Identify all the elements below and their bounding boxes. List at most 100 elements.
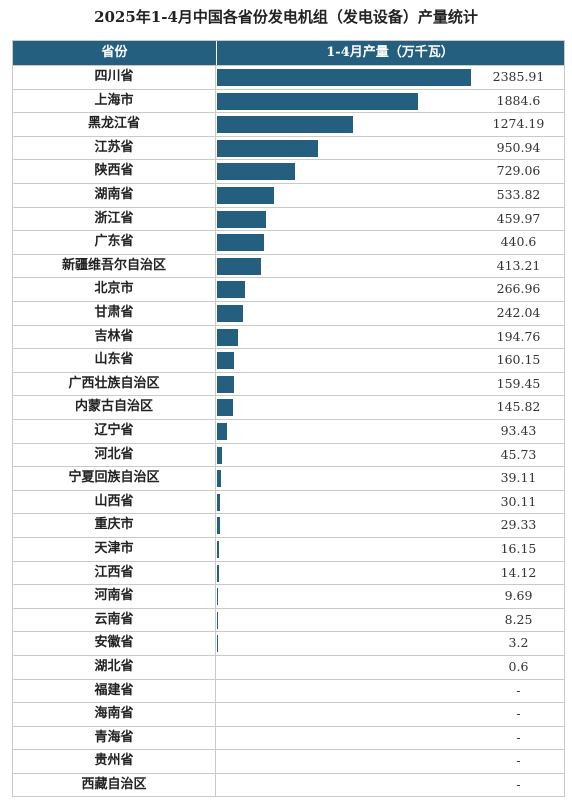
province-label: 海南省 xyxy=(13,703,216,726)
bar xyxy=(217,281,246,299)
province-label: 广东省 xyxy=(13,231,216,254)
value-label: 93.43 xyxy=(500,423,537,438)
table-row: 云南省 8.25 xyxy=(13,607,564,632)
value-label: 1884.6 xyxy=(496,92,541,108)
bar xyxy=(217,611,218,629)
table-row: 黑龙江省 1274.19 xyxy=(13,112,564,136)
bar xyxy=(217,210,266,228)
bar xyxy=(217,470,222,488)
value-label: 9.69 xyxy=(504,588,533,604)
value-label: - xyxy=(516,682,521,698)
table-row: 北京市 266.96 xyxy=(13,277,564,301)
table-row: 江苏省 950.94 xyxy=(13,135,564,160)
province-label: 湖北省 xyxy=(13,656,216,679)
value-label: 30.11 xyxy=(500,493,537,509)
value-label: 145.82 xyxy=(496,399,541,415)
table-row: 辽宁省 93.43 xyxy=(13,419,564,443)
value-label: 194.76 xyxy=(496,328,541,344)
bar xyxy=(217,305,243,322)
province-label: 上海市 xyxy=(13,89,216,113)
province-label: 云南省 xyxy=(13,608,216,632)
table-row: 湖南省 533.82 xyxy=(13,183,564,207)
province-label: 西藏自治区 xyxy=(13,774,216,797)
chart-title: 2025年1-4月中国各省份发电机组（发电设备）产量统计 xyxy=(94,8,478,26)
data-table: 省份 1-4月产量（万千瓦） 四川省 2385.91 上海市 1884.6 黑龙江省 12… xyxy=(12,40,565,797)
table-row: 吉林省 194.76 xyxy=(13,324,564,349)
province-label: 内蒙古自治区 xyxy=(13,396,216,419)
province-label: 贵州省 xyxy=(13,750,216,773)
bar xyxy=(217,588,219,606)
bar xyxy=(217,541,219,558)
province-label: 黑龙江省 xyxy=(13,113,216,136)
value-label: - xyxy=(516,753,521,769)
table-row: 上海市 1884.6 xyxy=(13,88,564,113)
value-label: 459.97 xyxy=(496,210,541,226)
province-label: 浙江省 xyxy=(13,207,216,231)
bar xyxy=(217,69,471,86)
bar xyxy=(217,517,221,535)
table-row: 陕西省 729.06 xyxy=(13,159,564,183)
bar xyxy=(217,139,319,157)
table-row: 湖北省 0.6 xyxy=(13,655,564,679)
value-label: 159.45 xyxy=(496,375,541,391)
province-label: 江苏省 xyxy=(13,136,216,160)
value-label: 39.11 xyxy=(500,470,537,486)
province-label: 宁夏回族自治区 xyxy=(13,467,216,490)
province-label: 福建省 xyxy=(13,679,216,703)
bar xyxy=(217,493,221,511)
value-label: 533.82 xyxy=(496,187,541,202)
bar xyxy=(217,375,234,393)
province-label: 广西壮族自治区 xyxy=(13,372,216,396)
table-row: 新疆维吾尔自治区 413.21 xyxy=(13,253,564,278)
value-label: 8.25 xyxy=(504,611,533,627)
province-label: 河南省 xyxy=(13,585,216,608)
province-label: 山西省 xyxy=(13,490,216,514)
province-label: 江西省 xyxy=(13,561,216,585)
table-row: 广西壮族自治区 159.45 xyxy=(13,371,564,396)
bar xyxy=(217,399,233,417)
bar xyxy=(217,446,222,464)
table-row: 山西省 30.11 xyxy=(13,489,564,514)
table-row: 甘肃省 242.04 xyxy=(13,301,564,325)
value-label: 16.15 xyxy=(500,541,537,556)
table-row: 内蒙古自治区 145.82 xyxy=(13,395,564,419)
value-label: 14.12 xyxy=(500,564,537,580)
table-row: 安徽省 3.2 xyxy=(13,631,564,655)
header-province: 省份 xyxy=(101,45,128,60)
province-label: 吉林省 xyxy=(13,325,216,349)
value-label: 266.96 xyxy=(496,281,541,297)
value-label: 1274.19 xyxy=(492,116,545,132)
province-label: 重庆市 xyxy=(13,514,216,537)
bar xyxy=(217,187,274,204)
table-row: 河北省 45.73 xyxy=(13,442,564,467)
table-row: 河南省 9.69 xyxy=(13,584,564,608)
table-row: 山东省 160.15 xyxy=(13,348,564,372)
table-row: 福建省 - xyxy=(13,678,564,703)
value-label: 45.73 xyxy=(500,446,537,462)
province-label: 安徽省 xyxy=(13,632,216,655)
province-label: 甘肃省 xyxy=(13,302,216,325)
header-divider xyxy=(216,41,217,65)
province-label: 陕西省 xyxy=(13,160,216,183)
bar xyxy=(217,423,227,440)
header-production: 1-4月产量（万千瓦） xyxy=(326,45,454,60)
bar xyxy=(217,163,295,181)
table-row: 江西省 14.12 xyxy=(13,560,564,585)
province-label: 辽宁省 xyxy=(13,420,216,443)
value-label: 0.6 xyxy=(508,659,529,674)
table-row: 海南省 - xyxy=(13,702,564,726)
value-label: 2385.91 xyxy=(492,69,545,84)
bar xyxy=(217,328,238,346)
table-header: 省份 1-4月产量（万千瓦） xyxy=(13,41,564,65)
table-row: 浙江省 459.97 xyxy=(13,206,564,231)
bar xyxy=(217,116,353,134)
value-label: 440.6 xyxy=(500,234,537,250)
table-row: 贵州省 - xyxy=(13,749,564,773)
province-label: 四川省 xyxy=(13,66,216,89)
bar xyxy=(217,234,264,252)
table-row: 广东省 440.6 xyxy=(13,230,564,254)
province-label: 湖南省 xyxy=(13,184,216,207)
bar xyxy=(217,92,418,110)
value-label: 3.2 xyxy=(508,635,529,651)
province-label: 新疆维吾尔自治区 xyxy=(13,254,216,278)
